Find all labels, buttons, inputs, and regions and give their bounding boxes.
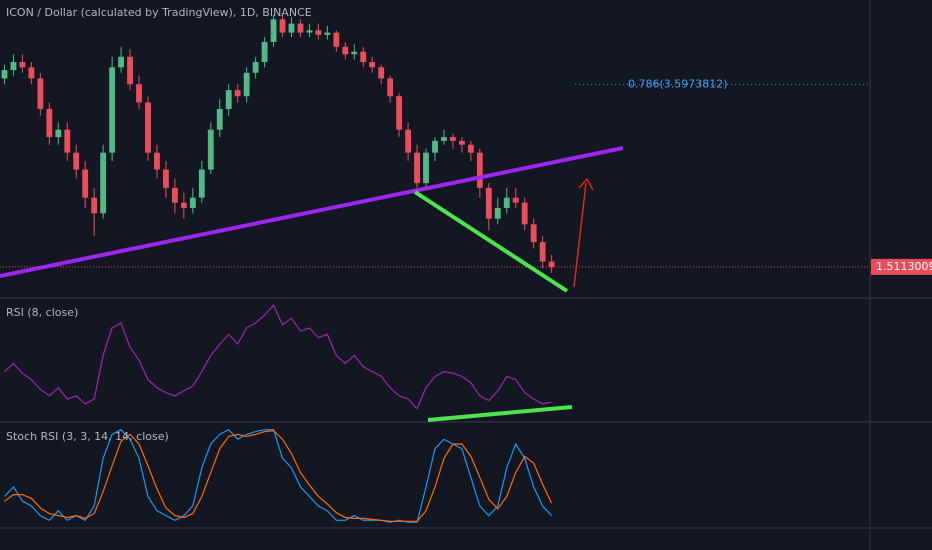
candle-body (432, 140, 438, 153)
arrow (573, 182, 587, 288)
candle-body (342, 46, 349, 55)
fib-label: 0.786(3.5973812) (628, 77, 728, 90)
indicator-line (4, 429, 553, 522)
candle-body (91, 197, 98, 214)
candle-body (306, 30, 313, 33)
candle-body (154, 152, 160, 170)
candle-body (441, 137, 447, 141)
candle-body (539, 242, 546, 262)
candle-body (189, 197, 196, 208)
candle-body (82, 169, 89, 198)
trendline (413, 190, 569, 293)
candle-body (100, 152, 107, 214)
candle-body (46, 108, 53, 138)
candle-body (1, 70, 8, 79)
candle-body (333, 32, 340, 47)
candle-body (28, 67, 35, 79)
candle-body (450, 137, 456, 141)
arrow-head (578, 177, 594, 191)
candle-body (118, 56, 124, 68)
chart-title: ICON / Dollar (calculated by TradingView… (6, 6, 312, 19)
candle-body (387, 78, 394, 97)
candle-body (64, 129, 71, 153)
candle-body (198, 169, 205, 198)
candle-body (19, 62, 26, 68)
candle-body (163, 169, 169, 188)
last-price-box (871, 258, 932, 275)
candle-body (252, 62, 259, 73)
candle-body (503, 197, 510, 208)
candle-body (378, 67, 385, 79)
labels: ICON / Dollar (calculated by TradingView… (6, 6, 932, 443)
candle-body (243, 72, 250, 97)
candle-body (180, 202, 187, 208)
candle-body (324, 32, 331, 35)
indicator-title: Stoch RSI (3, 3, 14, 14, close) (6, 430, 169, 443)
candle-body (360, 51, 367, 63)
candle-body (423, 152, 429, 184)
candle-body (297, 23, 304, 33)
candle-body (145, 102, 151, 153)
candle-body (369, 62, 376, 68)
candle-body (136, 84, 142, 103)
candle-body (288, 23, 295, 33)
candle-body (234, 90, 241, 97)
trendline (0, 146, 624, 278)
candle-body (315, 30, 322, 35)
candle-body (207, 129, 214, 170)
candle-body (405, 129, 412, 153)
candle-body (512, 197, 519, 203)
candle-body (521, 202, 528, 225)
candle-body (37, 78, 44, 109)
candle-body (171, 187, 178, 203)
indicator-line (4, 428, 553, 523)
candle-body (109, 67, 116, 153)
candle-body (216, 108, 223, 130)
last-price-label: 1.5113009 (876, 260, 932, 273)
candle-body (10, 62, 17, 71)
candle-body (494, 207, 501, 219)
candle-body (261, 41, 268, 63)
candle-body (548, 261, 555, 268)
candle-body (351, 51, 358, 55)
candle-body (73, 152, 80, 170)
candle-body (476, 152, 483, 188)
indicator-title: RSI (8, close) (6, 306, 78, 319)
candle-body (127, 56, 133, 85)
candle-body (225, 90, 232, 109)
candle-body (279, 19, 286, 33)
candle-body (458, 140, 465, 145)
candle-body (530, 224, 537, 243)
marks (0, 15, 932, 523)
candle-body (467, 144, 474, 153)
candle-body (414, 152, 420, 184)
candle-body (270, 19, 277, 42)
candle-body (485, 187, 492, 219)
candle-body (396, 96, 403, 130)
candle-body (55, 129, 62, 138)
trendline (427, 405, 573, 422)
indicator-line (4, 304, 552, 410)
